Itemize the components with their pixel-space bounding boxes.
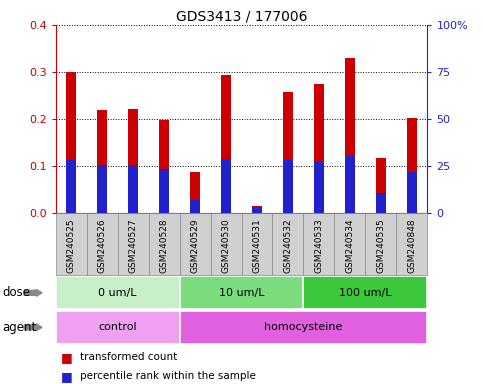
Text: GSM240532: GSM240532	[284, 218, 293, 273]
Text: homocysteine: homocysteine	[264, 322, 342, 333]
Bar	[180, 276, 303, 309]
Text: GDS3413 / 177006: GDS3413 / 177006	[176, 10, 307, 23]
Text: percentile rank within the sample: percentile rank within the sample	[80, 371, 256, 381]
Bar	[376, 194, 386, 213]
Bar	[97, 110, 107, 213]
Text: 10 um/L: 10 um/L	[219, 288, 264, 298]
Bar	[56, 213, 86, 275]
Text: GSM240530: GSM240530	[222, 218, 230, 273]
Bar	[56, 311, 180, 344]
Bar	[180, 213, 211, 275]
Text: 100 um/L: 100 um/L	[339, 288, 392, 298]
Bar	[158, 121, 170, 213]
Bar	[128, 109, 139, 213]
Bar	[283, 161, 293, 213]
Text: GSM240527: GSM240527	[128, 218, 138, 273]
Bar	[86, 213, 117, 275]
Text: GSM240533: GSM240533	[314, 218, 324, 273]
Text: GSM240529: GSM240529	[190, 218, 199, 273]
Text: ■: ■	[60, 370, 72, 383]
Bar	[66, 72, 76, 213]
Bar	[303, 276, 427, 309]
Text: agent: agent	[2, 321, 37, 334]
Text: GSM240528: GSM240528	[159, 218, 169, 273]
Bar	[397, 213, 427, 275]
Bar	[242, 213, 272, 275]
Bar	[313, 161, 325, 213]
Text: GSM240526: GSM240526	[98, 218, 107, 273]
Text: 0 um/L: 0 um/L	[98, 288, 137, 298]
Bar	[344, 58, 355, 213]
Bar	[149, 213, 180, 275]
Bar	[128, 165, 139, 213]
Bar	[190, 172, 200, 213]
Text: transformed count: transformed count	[80, 352, 177, 362]
Bar	[272, 213, 303, 275]
Text: ■: ■	[60, 351, 72, 364]
Bar	[97, 165, 107, 213]
Bar	[56, 276, 180, 309]
Bar	[221, 159, 231, 213]
Text: control: control	[98, 322, 137, 333]
Text: GSM240535: GSM240535	[376, 218, 385, 273]
Bar	[117, 213, 149, 275]
Bar	[180, 311, 427, 344]
Bar	[334, 213, 366, 275]
Bar	[407, 118, 417, 213]
Bar	[283, 92, 293, 213]
Text: GSM240848: GSM240848	[408, 218, 416, 273]
Bar	[221, 75, 231, 213]
Bar	[344, 156, 355, 213]
Text: GSM240525: GSM240525	[67, 218, 75, 273]
Bar	[366, 213, 397, 275]
Bar	[252, 206, 262, 213]
Bar	[313, 84, 325, 213]
Bar	[252, 207, 262, 213]
Bar	[407, 172, 417, 213]
Bar	[66, 160, 76, 213]
Bar	[376, 157, 386, 213]
Text: dose: dose	[2, 286, 30, 299]
Text: GSM240531: GSM240531	[253, 218, 261, 273]
Bar	[158, 169, 170, 213]
Bar	[190, 200, 200, 213]
Bar	[303, 213, 334, 275]
Text: GSM240534: GSM240534	[345, 218, 355, 273]
Bar	[211, 213, 242, 275]
